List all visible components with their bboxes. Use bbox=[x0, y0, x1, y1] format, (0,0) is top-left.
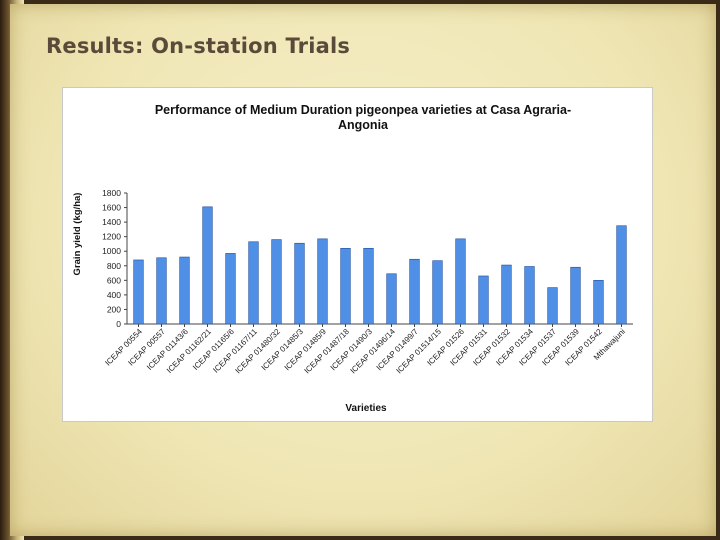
bar bbox=[455, 238, 466, 325]
y-tick-label: 600 bbox=[107, 275, 121, 285]
chart-title-line-1: Performance of Medium Duration pigeonpea… bbox=[155, 103, 571, 117]
bar bbox=[156, 257, 167, 325]
y-tick-label: 1800 bbox=[102, 188, 121, 198]
x-axis-label: Varieties bbox=[345, 403, 387, 414]
y-tick-label: 1000 bbox=[102, 246, 121, 256]
bar bbox=[570, 266, 581, 325]
slide-title: Results: On-station Trials bbox=[46, 34, 351, 58]
bar bbox=[133, 259, 144, 325]
bar bbox=[432, 260, 443, 325]
bar bbox=[593, 280, 604, 325]
chart-title-line-2: Angonia bbox=[338, 118, 389, 132]
bar bbox=[202, 206, 213, 325]
bar bbox=[340, 248, 351, 325]
bar bbox=[616, 225, 627, 325]
bar bbox=[501, 264, 512, 325]
bar bbox=[524, 266, 535, 325]
bar bbox=[363, 248, 374, 325]
y-axis-label: Grain yield (kg/ha) bbox=[72, 193, 83, 276]
bar bbox=[294, 242, 305, 325]
bar bbox=[225, 253, 236, 325]
y-tick-label: 0 bbox=[116, 319, 121, 329]
bar bbox=[317, 238, 328, 325]
y-tick-label: 800 bbox=[107, 261, 121, 271]
y-tick-label: 1400 bbox=[102, 217, 121, 227]
bar bbox=[409, 258, 420, 325]
bar bbox=[547, 287, 558, 325]
y-tick-label: 1200 bbox=[102, 232, 121, 242]
bar bbox=[248, 241, 259, 325]
y-tick-label: 400 bbox=[107, 290, 121, 300]
bar bbox=[271, 239, 282, 325]
bar bbox=[478, 275, 489, 325]
y-tick-label: 1600 bbox=[102, 203, 121, 213]
chart-container: Performance of Medium Duration pigeonpea… bbox=[62, 87, 653, 422]
y-tick-label: 200 bbox=[107, 304, 121, 314]
bar-chart: Performance of Medium Duration pigeonpea… bbox=[72, 103, 633, 414]
bar bbox=[386, 273, 397, 325]
bar bbox=[179, 256, 190, 325]
